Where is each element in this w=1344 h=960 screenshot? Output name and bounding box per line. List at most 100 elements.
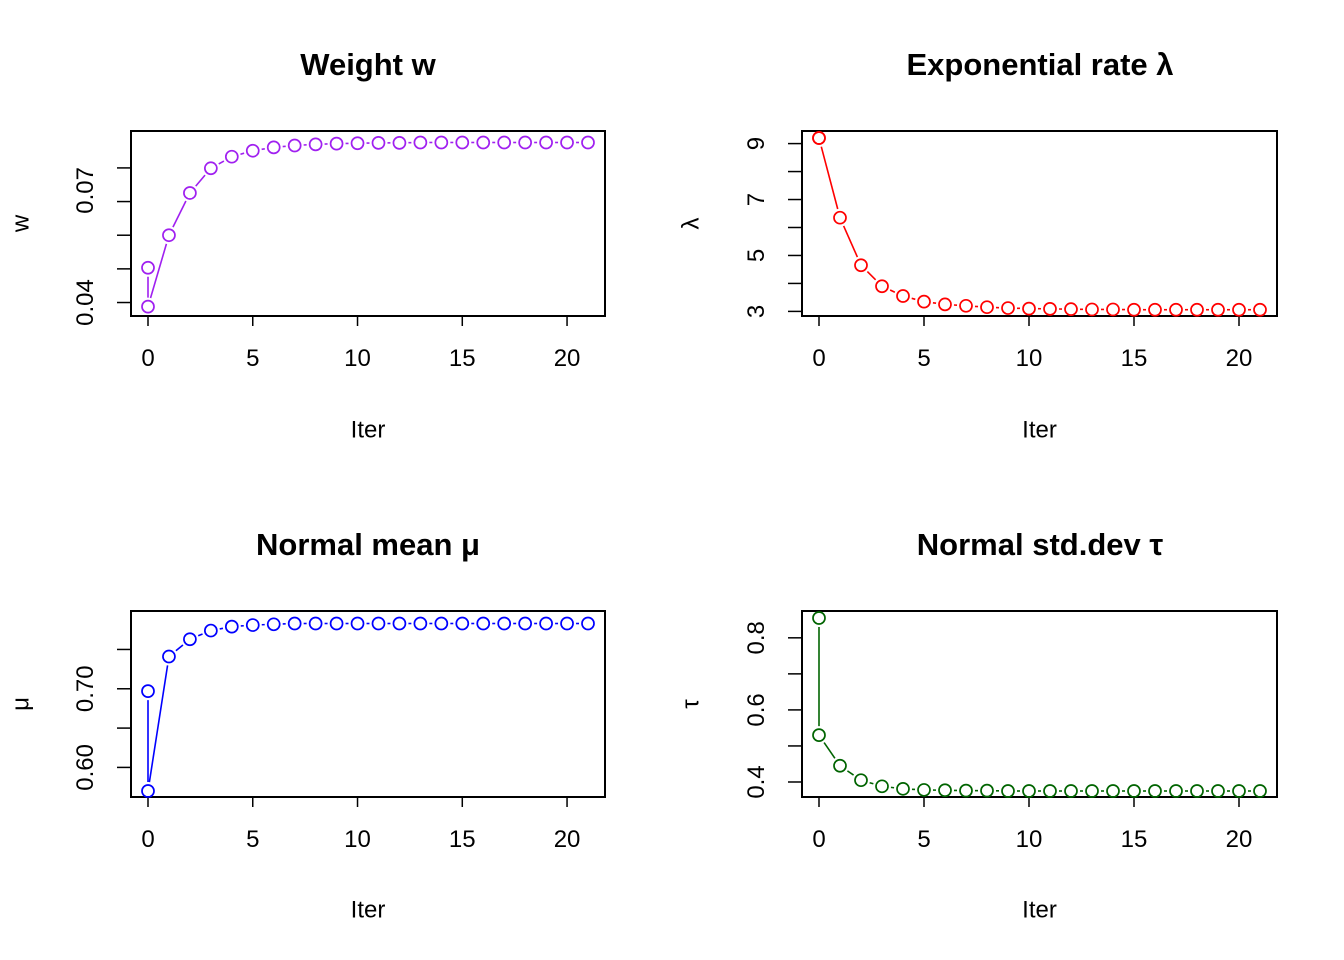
plot-frame: [801, 130, 1278, 317]
data-point: [1148, 302, 1162, 317]
data-point: [1085, 302, 1099, 317]
data-point: [1085, 784, 1099, 798]
data-point: [1043, 784, 1057, 798]
series-segment: [172, 200, 187, 228]
data-point: [141, 299, 155, 314]
y-tick-label: 3: [743, 305, 770, 318]
x-tick-label: 20: [554, 826, 581, 853]
data-point: [308, 137, 323, 152]
data-point: [1169, 784, 1183, 798]
series-segment: [866, 271, 877, 281]
data-point: [141, 684, 155, 698]
y-tick-label: 0.6: [743, 693, 770, 726]
data-point: [287, 138, 302, 153]
panel-title: Weight w: [300, 47, 436, 82]
panel-title: Normal mean μ: [256, 527, 480, 562]
data-point: [497, 135, 512, 150]
x-tick-label: 10: [344, 345, 371, 372]
data-point: [1043, 302, 1057, 316]
data-point: [245, 618, 260, 632]
series-segment: [842, 225, 859, 258]
x-tick-label: 20: [1226, 345, 1253, 372]
y-tick-label: 0.60: [72, 744, 99, 791]
x-tick-label: 10: [1016, 345, 1043, 372]
x-tick-label: 0: [812, 345, 825, 372]
x-tick-label: 15: [449, 826, 476, 853]
series-segment: [195, 174, 206, 187]
series-segment: [240, 152, 245, 155]
x-tick-label: 10: [344, 826, 371, 853]
x-axis-label: Iter: [351, 896, 386, 923]
y-tick-label: 0.07: [72, 167, 99, 214]
data-point: [833, 210, 847, 225]
data-point: [1190, 302, 1204, 317]
data-point: [980, 783, 994, 798]
data-point: [162, 649, 176, 664]
data-point: [1106, 784, 1120, 798]
series-segment: [149, 243, 168, 299]
panel-title: Exponential rate λ: [906, 47, 1173, 82]
data-point: [1253, 302, 1267, 317]
x-tick-label: 15: [1121, 345, 1148, 372]
data-point: [371, 136, 386, 150]
plot-frame: [130, 610, 606, 798]
data-point: [518, 135, 532, 150]
x-axis-label: Iter: [351, 416, 386, 443]
data-point: [1211, 784, 1225, 798]
y-axis-label: w: [7, 214, 34, 233]
data-point: [183, 632, 197, 647]
data-point: [308, 616, 323, 631]
series-segment: [823, 742, 836, 759]
data-point: [245, 143, 260, 158]
data-point: [917, 783, 931, 797]
data-point: [371, 616, 386, 631]
data-point: [329, 136, 344, 151]
x-tick-label: 0: [141, 345, 154, 372]
panel-1: Weight w 0 5 10 15 20 0.04 0.07 Iter w: [7, 47, 606, 443]
data-point: [875, 779, 889, 794]
data-point: [476, 616, 491, 631]
data-point: [581, 135, 595, 150]
data-point: [812, 611, 826, 625]
data-point: [413, 616, 428, 631]
data-point: [350, 136, 365, 151]
data-point: [959, 298, 973, 313]
series-segment: [911, 297, 916, 301]
data-point: [896, 781, 910, 796]
series-segment: [197, 633, 203, 637]
x-tick-label: 5: [917, 826, 930, 853]
data-point: [224, 149, 239, 164]
data-point: [917, 294, 931, 309]
plot-frame: [801, 610, 1278, 798]
data-point: [392, 616, 407, 631]
data-point: [539, 616, 553, 631]
x-tick-label: 5: [246, 345, 259, 372]
data-point: [833, 758, 847, 773]
data-point: [1190, 784, 1204, 798]
data-point: [854, 258, 868, 273]
data-point: [204, 623, 218, 638]
data-point: [1148, 784, 1162, 798]
x-tick-label: 15: [449, 345, 476, 372]
data-point: [141, 784, 155, 798]
x-tick-label: 5: [246, 826, 259, 853]
panel-4: Normal std.dev τ 0 5 10 15 20 0.4 0.6 0.8 Iter τ: [677, 527, 1278, 923]
data-point: [1022, 784, 1036, 798]
y-tick-label: 0.4: [743, 765, 770, 798]
series-segment: [869, 781, 874, 785]
data-point: [413, 135, 428, 150]
series-segment: [218, 160, 225, 165]
data-point: [812, 728, 826, 742]
data-point: [959, 783, 973, 798]
data-point: [392, 136, 407, 150]
data-point: [141, 260, 155, 275]
y-axis-label: λ: [677, 218, 704, 230]
data-point: [266, 617, 281, 632]
data-point: [980, 300, 994, 315]
x-tick-label: 0: [141, 826, 154, 853]
data-point: [938, 783, 952, 798]
data-point: [497, 616, 512, 631]
data-point: [560, 135, 574, 150]
data-point: [434, 616, 449, 631]
